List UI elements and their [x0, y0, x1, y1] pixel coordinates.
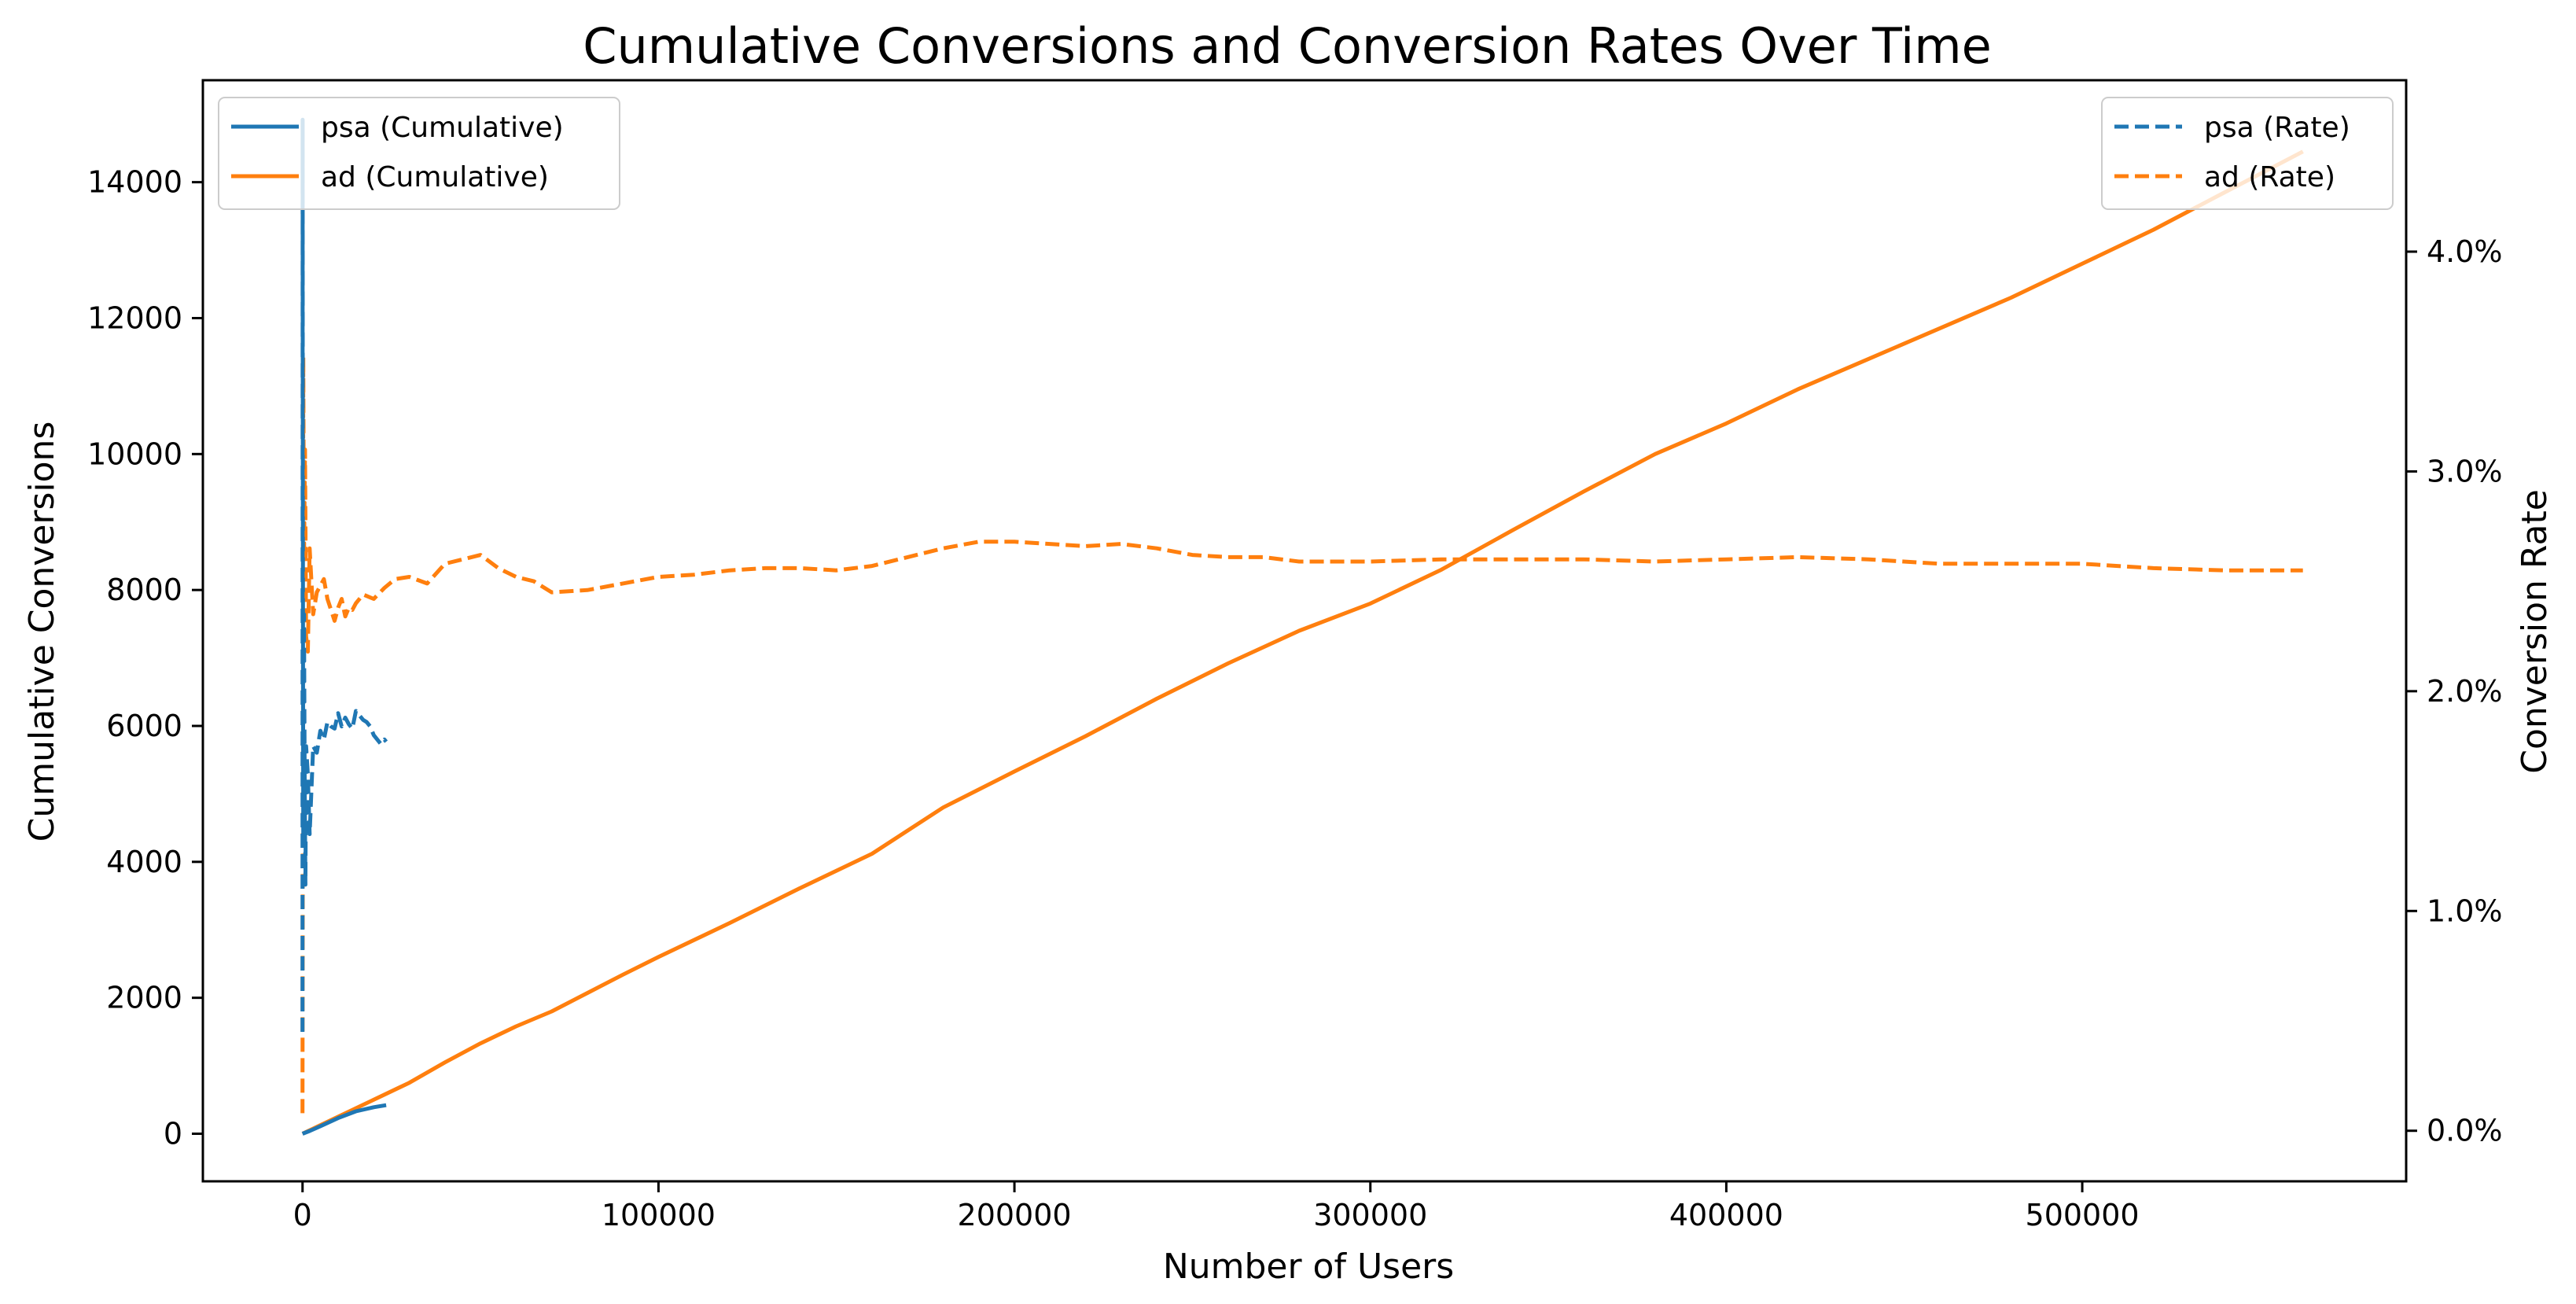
- x-axis-label: Number of Users: [1163, 1247, 1454, 1287]
- series-line-psa-cumulative: [301, 1103, 387, 1136]
- x-tick-label: 400000: [1669, 1198, 1783, 1232]
- x-tick-label: 0: [293, 1198, 312, 1232]
- right-y-tick-label: 4.0%: [2427, 234, 2503, 269]
- legend-label: ad (Rate): [2204, 161, 2335, 193]
- chart-title: Cumulative Conversions and Conversion Ra…: [583, 17, 1992, 75]
- plot-area: [300, 117, 2304, 1136]
- legend-label: psa (Rate): [2204, 112, 2350, 144]
- left-legend-box: [218, 97, 620, 210]
- left-y-axis-label: Cumulative Conversions: [22, 422, 62, 842]
- legends: psa (Cumulative) ad (Cumulative) psa (Rate…: [218, 97, 2394, 210]
- axis-ticks: 0 100000 200000 300000 400000 500000 0 2000 4000…: [87, 165, 2502, 1232]
- x-tick-label: 300000: [1313, 1198, 1427, 1232]
- series-line-psa-rate: [300, 117, 388, 1033]
- left-y-tick-label: 6000: [106, 709, 182, 743]
- left-y-tick-label: 4000: [106, 845, 182, 879]
- legend-label: ad (Cumulative): [321, 161, 549, 193]
- x-tick-label: 100000: [602, 1198, 716, 1232]
- series-line-ad-rate: [300, 355, 2303, 1114]
- right-y-axis-label: Conversion Rate: [2515, 489, 2555, 774]
- left-y-tick-label: 8000: [106, 573, 182, 607]
- left-y-tick-label: 2000: [106, 981, 182, 1015]
- left-y-tick-label: 12000: [87, 300, 182, 335]
- left-y-tick-label: 0: [164, 1117, 182, 1151]
- x-tick-label: 500000: [2026, 1198, 2140, 1232]
- right-legend-box: [2101, 97, 2394, 210]
- right-y-tick-label: 0.0%: [2427, 1114, 2503, 1148]
- plot-frame: [201, 79, 2408, 1183]
- legend-label: psa (Cumulative): [321, 112, 564, 144]
- left-y-tick-label: 10000: [87, 437, 182, 471]
- series-line-ad-cumulative: [301, 149, 2304, 1136]
- right-y-tick-label: 2.0%: [2427, 674, 2503, 709]
- right-y-tick-label: 3.0%: [2427, 454, 2503, 488]
- x-tick-label: 200000: [958, 1198, 1072, 1232]
- left-y-tick-label: 14000: [87, 165, 182, 200]
- right-y-tick-label: 1.0%: [2427, 893, 2503, 928]
